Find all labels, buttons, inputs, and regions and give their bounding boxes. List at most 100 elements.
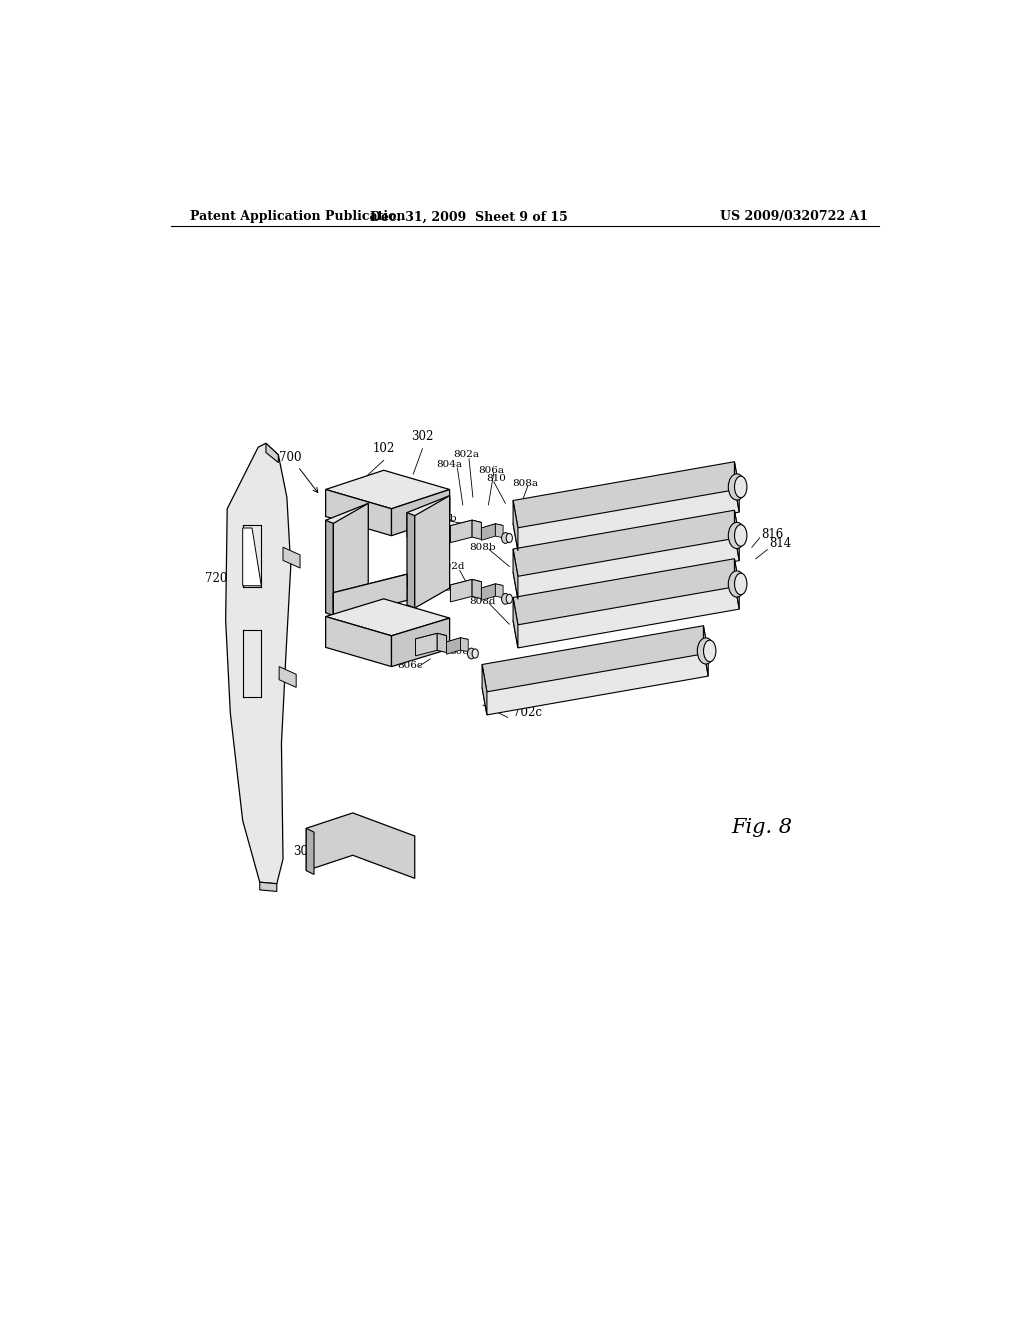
Polygon shape	[306, 829, 314, 874]
Polygon shape	[415, 496, 450, 609]
Polygon shape	[416, 634, 437, 656]
Polygon shape	[416, 634, 446, 642]
Polygon shape	[446, 638, 468, 644]
Text: 816: 816	[761, 528, 783, 541]
Polygon shape	[451, 520, 472, 543]
Polygon shape	[513, 462, 739, 528]
Polygon shape	[703, 626, 709, 676]
Polygon shape	[280, 667, 296, 688]
Polygon shape	[481, 524, 496, 540]
Polygon shape	[513, 549, 518, 599]
Text: Patent Application Publication: Patent Application Publication	[190, 210, 406, 223]
Polygon shape	[513, 484, 739, 550]
Text: 808d: 808d	[469, 597, 496, 606]
Polygon shape	[513, 558, 739, 624]
Text: US 2009/0320722 A1: US 2009/0320722 A1	[720, 210, 868, 223]
Ellipse shape	[703, 640, 716, 661]
Text: 806a: 806a	[478, 466, 504, 475]
Polygon shape	[326, 599, 450, 636]
Polygon shape	[334, 574, 407, 619]
Polygon shape	[437, 634, 446, 652]
Polygon shape	[451, 579, 472, 602]
Text: 102: 102	[373, 442, 395, 455]
Text: 802a: 802a	[454, 450, 479, 459]
Polygon shape	[734, 511, 739, 561]
Ellipse shape	[728, 523, 745, 549]
Text: 304: 304	[293, 845, 315, 858]
Polygon shape	[326, 490, 391, 536]
Text: 804b: 804b	[397, 510, 424, 519]
Text: 702d: 702d	[606, 594, 636, 607]
Polygon shape	[482, 664, 487, 715]
Polygon shape	[496, 583, 503, 598]
Polygon shape	[306, 813, 415, 878]
Text: 702c: 702c	[513, 706, 542, 719]
Ellipse shape	[502, 594, 509, 605]
Text: 720: 720	[205, 572, 227, 585]
Polygon shape	[326, 520, 334, 615]
Polygon shape	[391, 618, 450, 667]
Ellipse shape	[728, 474, 745, 500]
Text: Dec. 31, 2009  Sheet 9 of 15: Dec. 31, 2009 Sheet 9 of 15	[370, 210, 568, 223]
Polygon shape	[496, 524, 503, 537]
Text: 806c: 806c	[397, 660, 423, 669]
Polygon shape	[513, 598, 518, 648]
Ellipse shape	[506, 594, 512, 603]
Polygon shape	[513, 511, 739, 577]
Text: 810: 810	[486, 474, 506, 483]
Polygon shape	[334, 503, 369, 615]
Polygon shape	[734, 462, 739, 512]
Polygon shape	[446, 638, 461, 655]
Polygon shape	[266, 444, 279, 462]
Polygon shape	[407, 512, 415, 609]
Text: 804d: 804d	[400, 576, 427, 583]
Polygon shape	[391, 490, 450, 536]
Polygon shape	[451, 579, 481, 587]
Polygon shape	[283, 548, 300, 568]
Polygon shape	[481, 583, 496, 601]
Polygon shape	[407, 496, 450, 537]
Ellipse shape	[734, 477, 746, 498]
Ellipse shape	[506, 533, 512, 543]
Polygon shape	[243, 528, 261, 586]
Text: 808c: 808c	[450, 647, 475, 656]
Text: 806d: 806d	[438, 583, 465, 593]
Polygon shape	[472, 520, 481, 540]
Ellipse shape	[728, 570, 745, 597]
Text: 808a: 808a	[512, 479, 539, 488]
Ellipse shape	[734, 573, 746, 595]
Text: 702b: 702b	[606, 550, 636, 564]
Polygon shape	[481, 524, 503, 529]
Polygon shape	[513, 533, 739, 599]
Polygon shape	[482, 649, 709, 715]
Ellipse shape	[734, 524, 746, 546]
Polygon shape	[513, 500, 518, 550]
Text: 814: 814	[770, 537, 792, 550]
Text: 804c: 804c	[369, 635, 394, 643]
Text: 808b: 808b	[469, 543, 496, 552]
Text: Fig. 8: Fig. 8	[731, 817, 793, 837]
Ellipse shape	[502, 532, 509, 544]
Polygon shape	[734, 558, 739, 609]
Polygon shape	[326, 470, 450, 508]
Polygon shape	[225, 444, 291, 884]
Polygon shape	[472, 579, 481, 599]
Polygon shape	[260, 882, 276, 891]
Polygon shape	[334, 574, 407, 607]
Polygon shape	[326, 616, 391, 667]
Ellipse shape	[467, 648, 475, 659]
Polygon shape	[461, 638, 468, 652]
Ellipse shape	[472, 649, 478, 659]
Polygon shape	[326, 503, 369, 545]
Text: 802d: 802d	[438, 562, 465, 572]
Polygon shape	[451, 520, 481, 528]
Text: 702a: 702a	[598, 496, 628, 510]
Text: 802c: 802c	[397, 647, 423, 656]
Polygon shape	[481, 583, 503, 590]
Polygon shape	[482, 626, 709, 692]
Polygon shape	[513, 582, 739, 648]
Text: 804a: 804a	[436, 461, 463, 470]
Text: 302: 302	[412, 430, 434, 444]
Ellipse shape	[697, 638, 715, 664]
Text: 802b: 802b	[409, 499, 435, 508]
